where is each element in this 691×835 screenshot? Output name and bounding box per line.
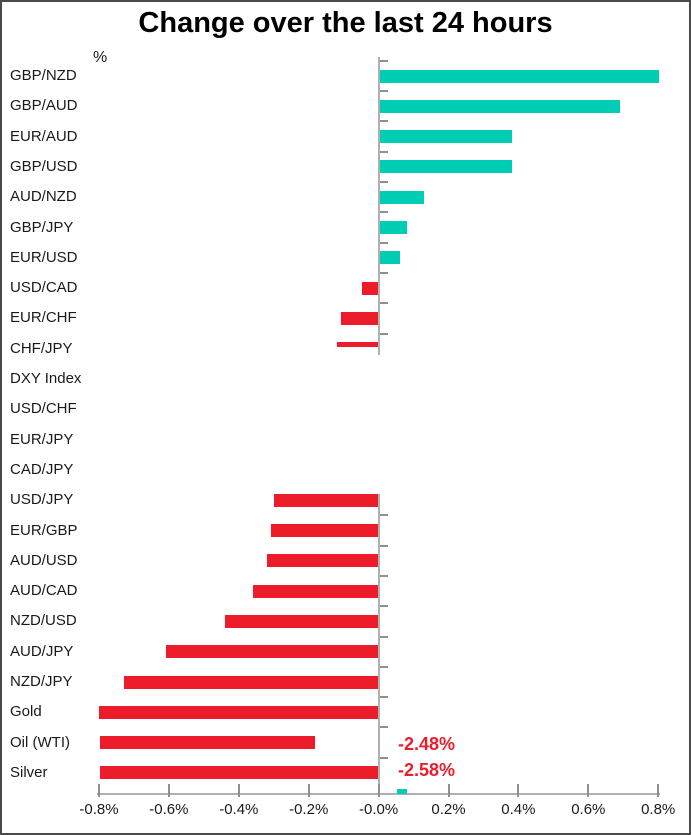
- stray-marker: [397, 789, 407, 794]
- x-axis-tick-label: -0.6%: [149, 801, 189, 818]
- y-axis-tick: [379, 635, 388, 638]
- category-label: NZD/JPY: [10, 673, 73, 690]
- y-axis-tick: [379, 271, 388, 274]
- bar-negative: [253, 584, 379, 598]
- y-axis-tick: [379, 181, 388, 184]
- y-axis-line: [377, 494, 380, 795]
- y-axis-unit-label: %: [93, 49, 108, 66]
- category-label: Gold: [10, 703, 42, 721]
- x-axis-tick-label: -0.0%: [359, 801, 399, 818]
- chart-title: Change over the last 24 hours: [138, 7, 553, 39]
- y-axis-tick: [379, 120, 388, 123]
- x-axis-tick-label: 0.2%: [431, 801, 466, 818]
- x-axis-tick: [167, 784, 170, 797]
- bar-negative: [361, 281, 379, 295]
- x-axis-tick-label: 0.6%: [571, 801, 606, 818]
- category-label: AUD/CAD: [10, 582, 78, 600]
- category-label: USD/CAD: [10, 279, 78, 297]
- bar-negative: [340, 311, 379, 325]
- y-axis-tick: [379, 59, 388, 62]
- y-axis-tick: [379, 211, 388, 214]
- bar-negative: [123, 675, 379, 689]
- category-label: Silver: [10, 763, 48, 781]
- bar-negative: [100, 736, 316, 750]
- x-axis-tick: [237, 784, 240, 797]
- y-axis-tick: [379, 241, 388, 244]
- bar-negative: [267, 554, 379, 568]
- x-axis-tick-label: 0.4%: [501, 801, 536, 818]
- x-axis-tick: [517, 784, 520, 797]
- y-axis-tick: [379, 574, 388, 577]
- y-axis-tick: [379, 756, 388, 759]
- bar-positive: [379, 69, 659, 83]
- y-axis-tick: [379, 696, 388, 699]
- y-axis-tick: [379, 665, 388, 668]
- category-label: NZD/USD: [10, 612, 77, 630]
- bar-negative: [225, 614, 379, 628]
- category-label: EUR/GBP: [10, 521, 78, 539]
- category-label: CAD/JPY: [10, 460, 74, 478]
- bar-positive: [379, 190, 425, 204]
- bar-positive: [379, 221, 407, 234]
- x-axis-tick: [307, 784, 310, 797]
- y-axis-tick: [379, 332, 388, 335]
- category-label: USD/JPY: [10, 491, 74, 509]
- annotation-oil-value: -2.48%: [398, 734, 456, 754]
- category-label: EUR/CHF: [10, 309, 77, 327]
- category-label: GBP/JPY: [10, 218, 74, 236]
- y-axis-tick: [379, 302, 388, 305]
- annotation-silver-value: -2.58%: [398, 760, 456, 780]
- category-label: GBP/NZD: [10, 67, 77, 84]
- x-axis-tick-label: -0.4%: [219, 801, 259, 818]
- category-label: GBP/AUD: [10, 97, 78, 115]
- y-axis-line: [377, 57, 380, 355]
- category-label: EUR/AUD: [10, 127, 78, 145]
- x-axis-tick: [98, 784, 100, 797]
- y-axis-tick: [379, 726, 388, 729]
- x-axis-tick: [447, 784, 450, 797]
- category-label: DXY Index: [10, 370, 82, 387]
- x-axis-tick: [587, 784, 590, 797]
- x-axis-tick-label: -0.8%: [79, 801, 119, 818]
- x-axis-tick-label: -0.2%: [289, 801, 329, 818]
- category-label: AUD/USD: [10, 551, 78, 569]
- category-label: USD/CHF: [10, 400, 77, 418]
- y-axis-tick: [379, 90, 388, 93]
- bar-positive: [379, 99, 621, 113]
- bar-negative: [99, 705, 379, 719]
- category-label: CHF/JPY: [10, 339, 73, 357]
- x-axis-tick: [657, 784, 660, 797]
- bar-negative: [337, 342, 379, 348]
- bar-negative: [270, 524, 379, 537]
- category-label: Oil (WTI): [10, 733, 70, 751]
- bar-positive: [379, 160, 512, 174]
- y-axis-tick: [379, 514, 388, 517]
- x-axis-tick-label: 0.8%: [641, 801, 676, 818]
- bar-negative: [274, 493, 379, 507]
- category-label: EUR/USD: [10, 248, 78, 266]
- clipped-value-annotations: -2.48% -2.58%: [398, 731, 455, 783]
- y-axis-tick: [379, 150, 388, 153]
- y-axis-tick: [379, 544, 388, 547]
- x-axis-tick: [377, 784, 380, 797]
- category-label: EUR/JPY: [10, 430, 74, 448]
- bar-positive: [379, 130, 512, 144]
- bar-positive: [379, 251, 400, 265]
- y-axis-tick: [379, 605, 388, 608]
- category-label: GBP/USD: [10, 157, 78, 175]
- bar-negative: [100, 766, 379, 780]
- category-label: AUD/NZD: [10, 188, 77, 206]
- category-label: AUD/JPY: [10, 642, 74, 660]
- bar-negative: [165, 645, 379, 659]
